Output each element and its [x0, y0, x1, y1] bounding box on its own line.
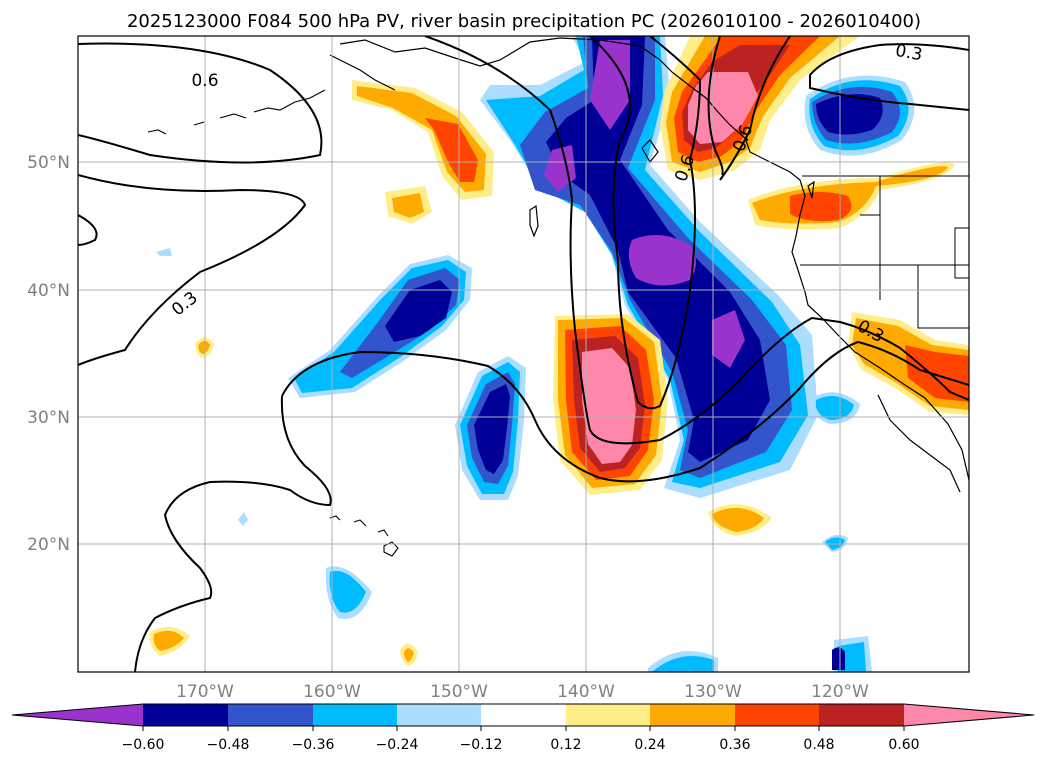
colorbar-tick-label: 0.24 — [634, 737, 665, 753]
colorbar-segment — [481, 704, 566, 726]
colorbar-segment — [650, 704, 735, 726]
shading-central-negative — [480, 36, 818, 498]
shading-small-features — [149, 248, 845, 670]
colorbar-tick-label: −0.48 — [207, 737, 250, 753]
contour-label: 0.3 — [894, 41, 924, 65]
colorbar-extend-right — [904, 704, 1034, 726]
colorbar-segment — [228, 704, 313, 726]
colorbar-segment — [819, 704, 904, 726]
colorbar-tick-label: 0.60 — [888, 737, 919, 753]
longitude-labels: 170°W 160°W 150°W 140°W 130°W 120°W — [176, 682, 869, 702]
graticule — [78, 36, 969, 672]
lat-label-50n: 50°N — [27, 153, 70, 173]
colorbar: −0.60 −0.48 −0.36 −0.24 −0.12 0.12 0.24 … — [11, 703, 1035, 753]
contour-label: 0.6 — [191, 71, 218, 91]
colorbar-tick-label: −0.24 — [376, 737, 419, 753]
lon-label-150w: 150°W — [430, 682, 488, 702]
colorbar-ticks — [142, 726, 905, 731]
colorbar-segment — [143, 704, 228, 726]
map-frame — [77, 35, 970, 673]
lon-label-140w: 140°W — [557, 682, 615, 702]
shading-northeast-positive — [660, 36, 860, 180]
pv-contours — [78, 36, 969, 672]
lon-label-130w: 130°W — [684, 682, 742, 702]
map-content: 0.6 0.3 0.3 0.3 0.6 0.6 — [78, 36, 969, 672]
colorbar-segment — [313, 704, 397, 726]
colorbar-segment — [397, 704, 481, 726]
lat-label-20n: 20°N — [27, 535, 70, 555]
shading-central-positive — [553, 314, 668, 495]
colorbar-extend-left — [12, 704, 143, 726]
colorbar-tick-label: 0.36 — [719, 737, 750, 753]
lon-label-120w: 120°W — [811, 682, 869, 702]
figure-title: 2025123000 F084 500 hPa PV, river basin … — [127, 11, 921, 32]
shading-west-negative — [288, 255, 472, 398]
colorbar-segment — [566, 704, 650, 726]
shading-central-west-negative — [455, 356, 526, 500]
colorbar-tick-label: 0.12 — [550, 737, 581, 753]
lon-label-170w: 170°W — [176, 682, 234, 702]
colorbar-tick-label: −0.36 — [292, 737, 335, 753]
lat-label-40n: 40°N — [27, 281, 70, 301]
coastlines — [329, 37, 969, 493]
colorbar-tick-label: 0.48 — [803, 737, 834, 753]
lon-label-160w: 160°W — [303, 682, 361, 702]
colorbar-segment — [735, 704, 819, 726]
map-panel: 0.6 0.3 0.3 0.3 0.6 0.6 50°N 40°N 30°N 2… — [27, 35, 970, 702]
latitude-labels: 50°N 40°N 30°N 20°N — [27, 153, 70, 555]
colorbar-tick-label: −0.12 — [460, 737, 503, 753]
colorbar-tick-label: −0.60 — [122, 737, 165, 753]
lat-label-30n: 30°N — [27, 408, 70, 428]
